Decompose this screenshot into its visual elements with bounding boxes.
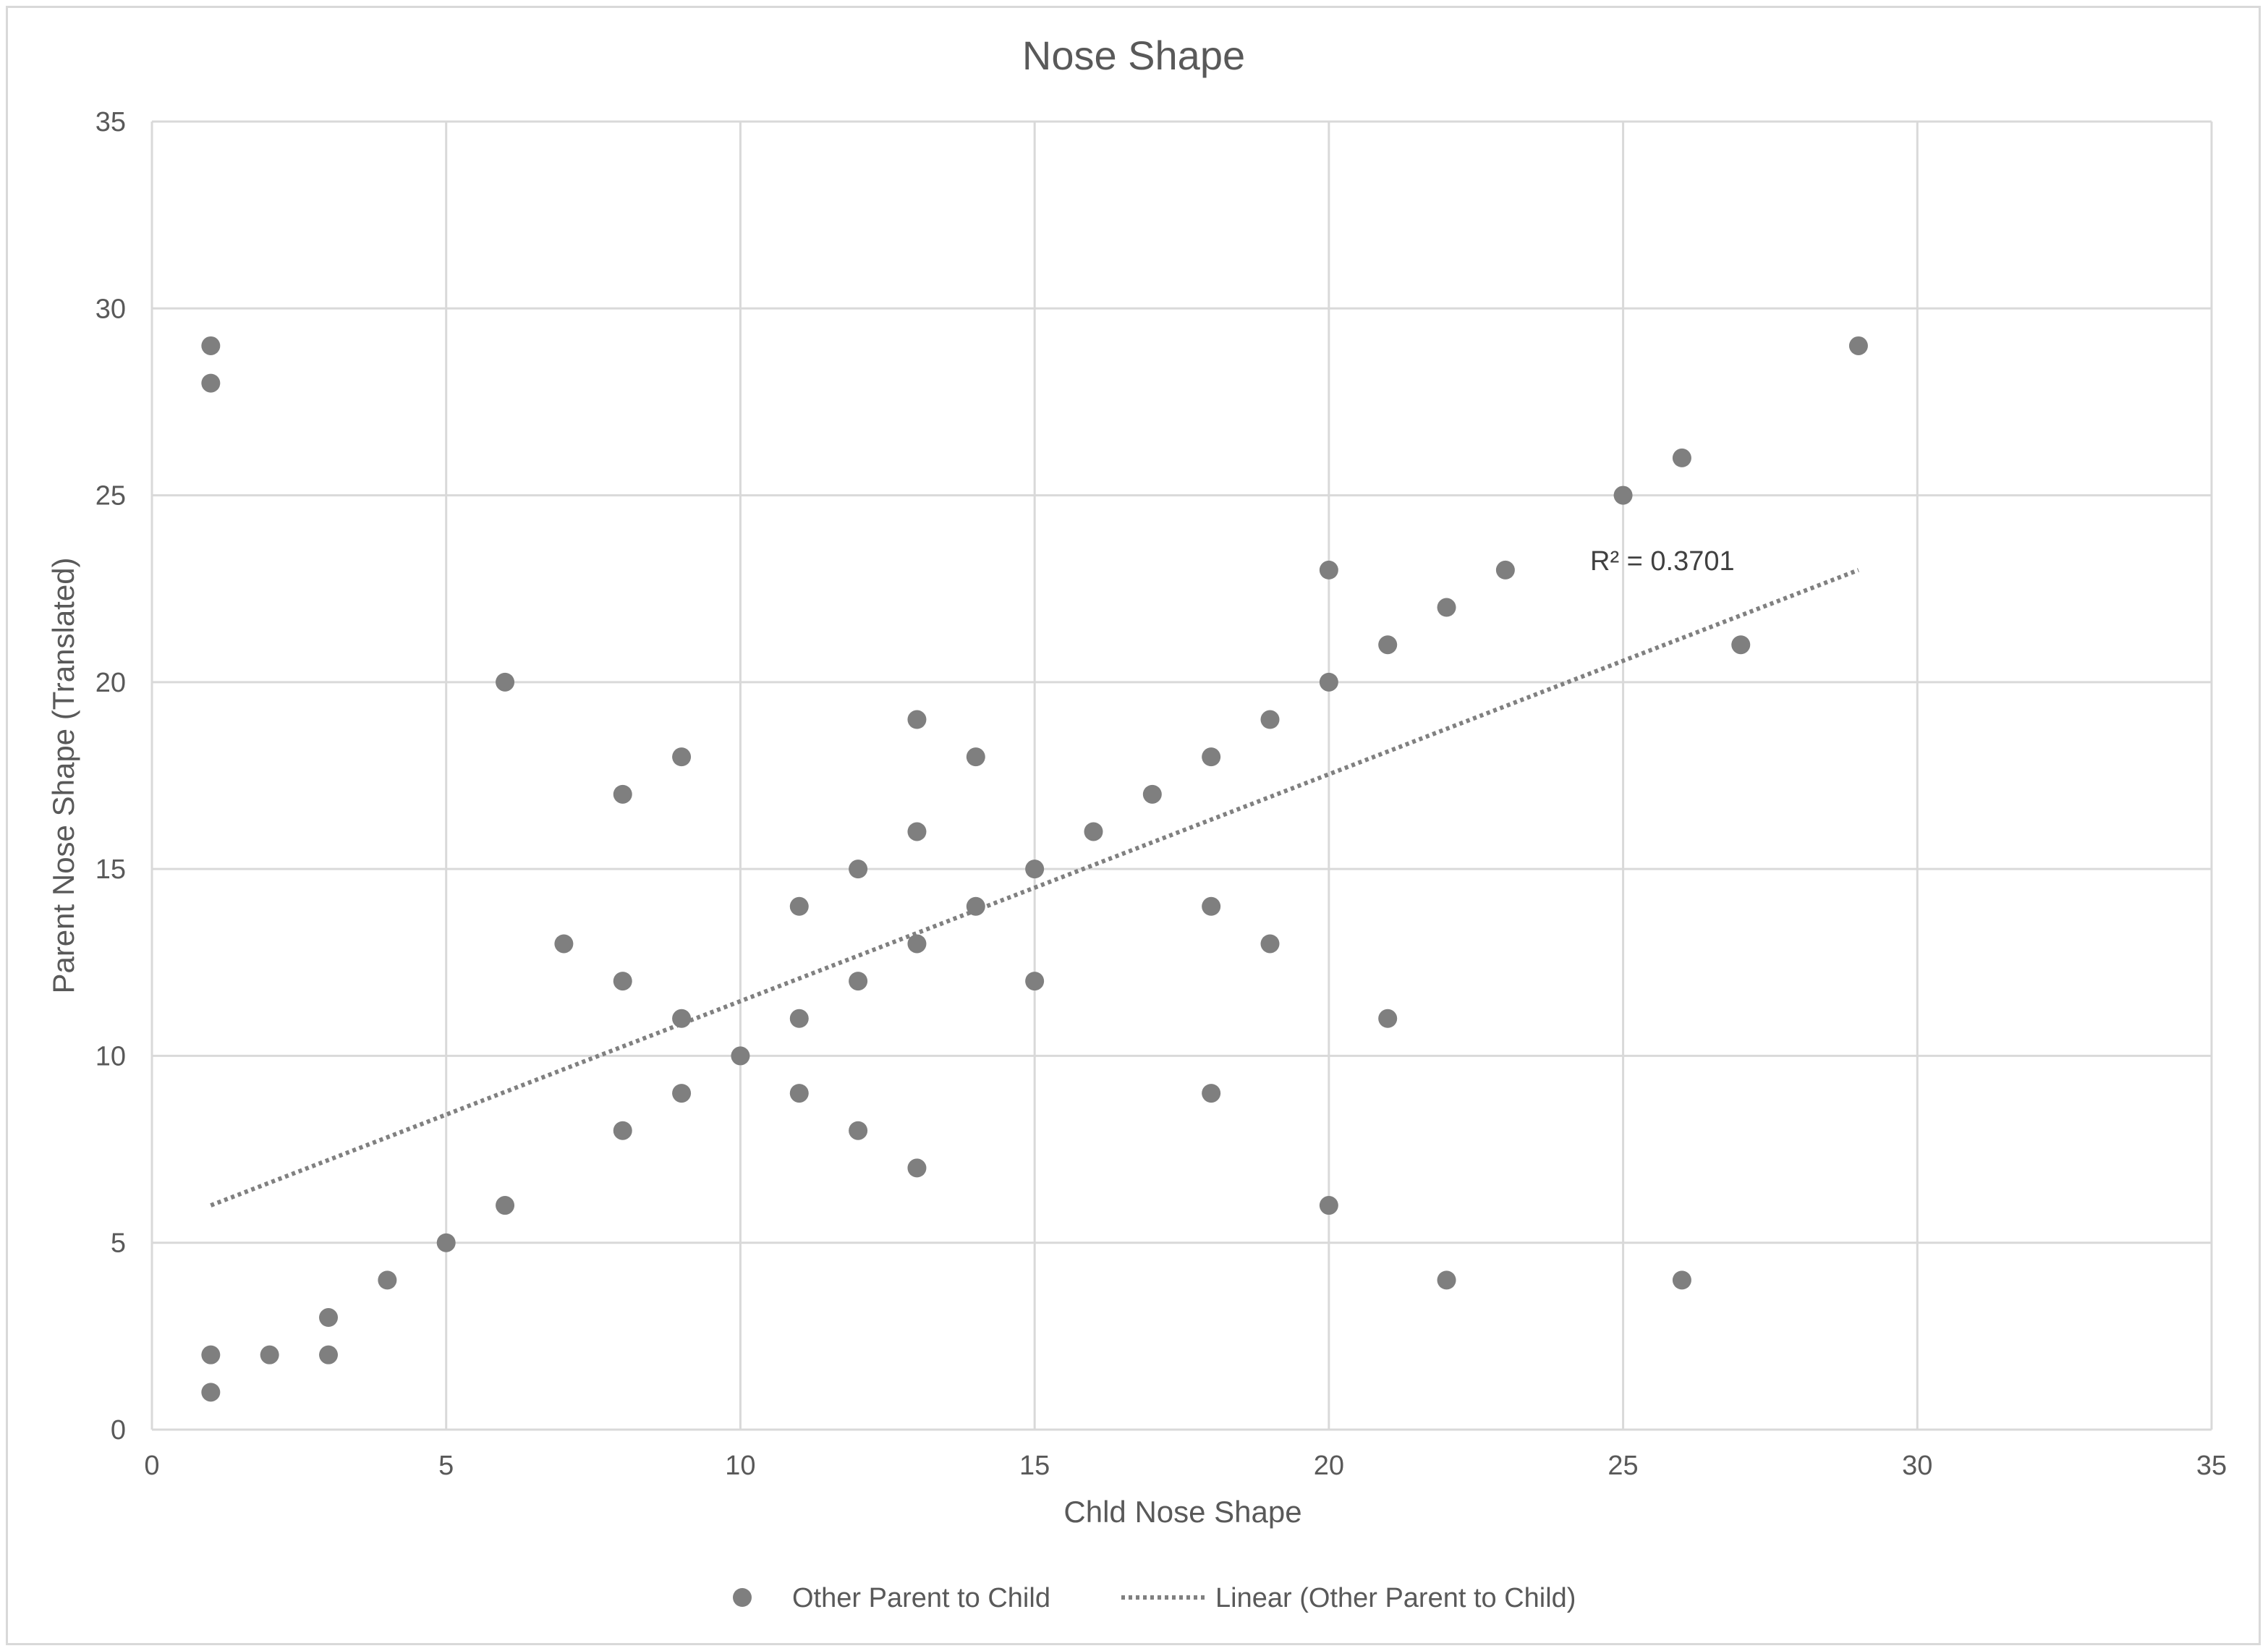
data-point bbox=[1495, 560, 1515, 580]
data-point bbox=[554, 934, 574, 954]
data-point bbox=[496, 672, 515, 692]
data-point bbox=[672, 1009, 692, 1028]
data-point bbox=[496, 1196, 515, 1215]
data-point bbox=[966, 896, 985, 916]
data-point bbox=[613, 1121, 632, 1140]
data-point bbox=[1319, 1196, 1338, 1215]
y-tick-label: 25 bbox=[95, 481, 126, 512]
data-point bbox=[1378, 635, 1398, 655]
x-tick-label: 35 bbox=[2196, 1451, 2227, 1481]
data-point bbox=[201, 336, 221, 355]
y-axis-label: Parent Nose Shape (Translated) bbox=[46, 557, 80, 993]
data-point bbox=[1731, 635, 1751, 655]
x-tick-label: 20 bbox=[1314, 1451, 1344, 1481]
data-point bbox=[436, 1233, 456, 1252]
data-point bbox=[1378, 1009, 1398, 1028]
x-tick-label: 5 bbox=[438, 1451, 454, 1481]
data-point bbox=[907, 822, 927, 841]
x-tick-label: 15 bbox=[1019, 1451, 1050, 1481]
data-point bbox=[378, 1270, 397, 1290]
data-point bbox=[613, 784, 632, 804]
data-point bbox=[319, 1345, 339, 1364]
legend-series-label: Other Parent to Child bbox=[792, 1583, 1050, 1613]
data-point bbox=[849, 860, 868, 879]
data-point bbox=[672, 747, 692, 767]
chart-title: Nose Shape bbox=[1022, 33, 1245, 78]
data-point bbox=[1260, 934, 1280, 954]
y-tick-label: 20 bbox=[95, 668, 126, 698]
data-point bbox=[672, 1084, 692, 1103]
y-tick-label: 5 bbox=[111, 1228, 126, 1259]
data-point bbox=[201, 1383, 221, 1402]
data-point bbox=[1613, 485, 1633, 505]
data-point bbox=[1025, 972, 1045, 991]
x-tick-label: 10 bbox=[725, 1451, 755, 1481]
data-point bbox=[201, 1345, 221, 1364]
data-point bbox=[1672, 448, 1691, 467]
data-point bbox=[1437, 598, 1456, 617]
y-tick-label: 30 bbox=[95, 294, 126, 324]
data-point bbox=[849, 972, 868, 991]
y-tick-label: 10 bbox=[95, 1041, 126, 1071]
data-point bbox=[260, 1345, 279, 1364]
data-point bbox=[731, 1046, 750, 1066]
gridlines bbox=[150, 120, 2213, 1431]
data-point bbox=[789, 896, 809, 916]
legend: Other Parent to Child Linear (Other Pare… bbox=[733, 1583, 1576, 1613]
data-point bbox=[907, 710, 927, 729]
data-point bbox=[319, 1308, 339, 1328]
data-point bbox=[1202, 747, 1221, 767]
y-tick-labels: 0 5 10 15 20 25 30 35 bbox=[95, 107, 126, 1446]
r-squared-label: R² = 0.3701 bbox=[1590, 546, 1735, 577]
x-tick-label: 25 bbox=[1607, 1451, 1638, 1481]
data-point bbox=[907, 934, 927, 954]
y-tick-label: 35 bbox=[95, 107, 126, 137]
data-point bbox=[1084, 822, 1103, 841]
x-tick-labels: 0 5 10 15 20 25 30 35 bbox=[144, 1451, 2227, 1481]
data-point bbox=[201, 373, 221, 393]
data-point bbox=[1319, 560, 1338, 580]
data-point bbox=[1437, 1270, 1456, 1290]
legend-marker-icon bbox=[733, 1588, 752, 1607]
data-points bbox=[201, 336, 1868, 1402]
data-point bbox=[1142, 784, 1162, 804]
data-point bbox=[789, 1009, 809, 1028]
data-point bbox=[1025, 860, 1045, 879]
legend-trendline-label: Linear (Other Parent to Child) bbox=[1215, 1583, 1576, 1613]
x-tick-label: 30 bbox=[1902, 1451, 1932, 1481]
data-point bbox=[1319, 672, 1338, 692]
y-tick-label: 0 bbox=[111, 1415, 126, 1446]
data-point bbox=[1202, 896, 1221, 916]
data-point bbox=[613, 972, 632, 991]
data-point bbox=[789, 1084, 809, 1103]
data-point bbox=[849, 1121, 868, 1140]
data-point bbox=[1672, 1270, 1691, 1290]
y-tick-label: 15 bbox=[95, 854, 126, 885]
data-point bbox=[1202, 1084, 1221, 1103]
data-point bbox=[966, 747, 985, 767]
data-point bbox=[907, 1158, 927, 1178]
data-point bbox=[1848, 336, 1868, 355]
data-point bbox=[1260, 710, 1280, 729]
trendline-layer bbox=[210, 568, 1860, 1208]
x-tick-label: 0 bbox=[144, 1451, 159, 1481]
trendline bbox=[210, 568, 1860, 1208]
chart-frame bbox=[6, 6, 2261, 1645]
x-axis-label: Chld Nose Shape bbox=[1063, 1495, 1301, 1529]
